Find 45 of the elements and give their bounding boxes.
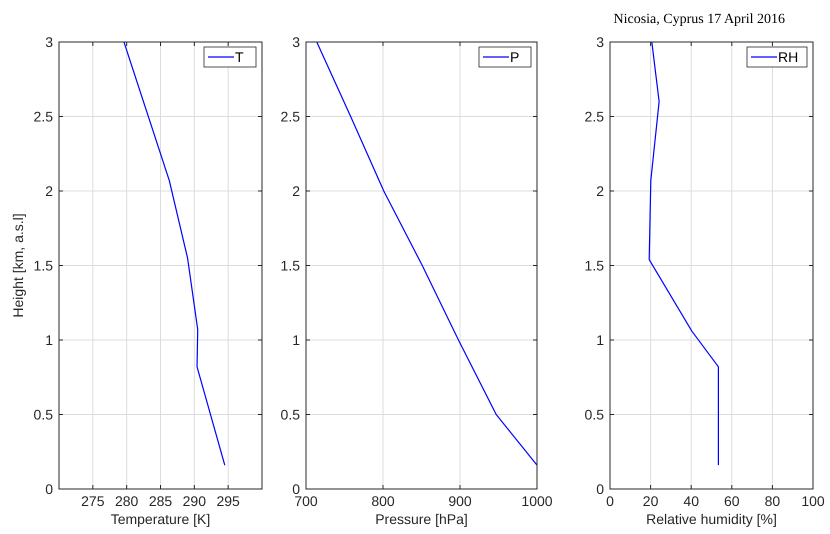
y-axis-title: Height [km, a.s.l] bbox=[10, 213, 26, 318]
x-tick-label: 275 bbox=[81, 493, 105, 509]
y-tick-label: 2.5 bbox=[34, 108, 54, 124]
x-axis-title: Relative humidity [%] bbox=[646, 511, 777, 527]
y-tick-label: 0 bbox=[596, 481, 604, 497]
y-tick-label: 1.5 bbox=[34, 258, 54, 274]
y-tick-label: 1.5 bbox=[280, 258, 300, 274]
y-tick-label: 1 bbox=[292, 332, 300, 348]
x-tick-label: 60 bbox=[724, 493, 740, 509]
y-tick-label: 2 bbox=[45, 183, 54, 199]
y-tick-label: 2 bbox=[292, 183, 300, 199]
x-tick-label: 290 bbox=[182, 493, 206, 509]
x-tick-label: 285 bbox=[148, 493, 172, 509]
y-tick-label: 3 bbox=[292, 34, 300, 50]
legend-label: P bbox=[510, 49, 520, 65]
y-tick-label: 0.5 bbox=[34, 406, 54, 422]
legend-label: RH bbox=[778, 49, 798, 65]
chart-title: Nicosia, Cyprus 17 April 2016 bbox=[614, 12, 785, 27]
x-tick-label: 280 bbox=[114, 493, 139, 509]
x-tick-label: 100 bbox=[801, 493, 825, 509]
y-tick-label: 3 bbox=[596, 34, 604, 50]
x-tick-label: 800 bbox=[371, 493, 395, 509]
y-tick-label: 2.5 bbox=[280, 108, 300, 124]
y-tick-label: 0.5 bbox=[584, 406, 604, 422]
x-axis-title: Pressure [hPa] bbox=[375, 511, 468, 527]
y-tick-label: 3 bbox=[45, 34, 54, 50]
y-tick-label: 2.5 bbox=[584, 108, 604, 124]
line-series bbox=[316, 41, 538, 466]
y-tick-label: 0 bbox=[45, 481, 54, 497]
x-tick-label: 80 bbox=[764, 493, 780, 509]
x-tick-label: 295 bbox=[216, 493, 240, 509]
x-tick-label: 40 bbox=[683, 493, 700, 509]
line-series bbox=[123, 41, 226, 466]
legend-label: T bbox=[235, 49, 244, 65]
x-tick-label: 0 bbox=[606, 493, 614, 509]
x-tick-label: 1000 bbox=[521, 493, 553, 509]
x-tick-label: 20 bbox=[642, 493, 659, 509]
y-tick-label: 2 bbox=[596, 183, 604, 199]
x-axis-title: Temperature [K] bbox=[110, 511, 210, 527]
line-series bbox=[648, 41, 719, 466]
y-tick-label: 1 bbox=[596, 332, 604, 348]
y-tick-label: 1.5 bbox=[584, 258, 604, 274]
y-tick-label: 1 bbox=[45, 332, 54, 348]
x-tick-label: 900 bbox=[448, 493, 472, 509]
y-tick-label: 0.5 bbox=[280, 406, 300, 422]
